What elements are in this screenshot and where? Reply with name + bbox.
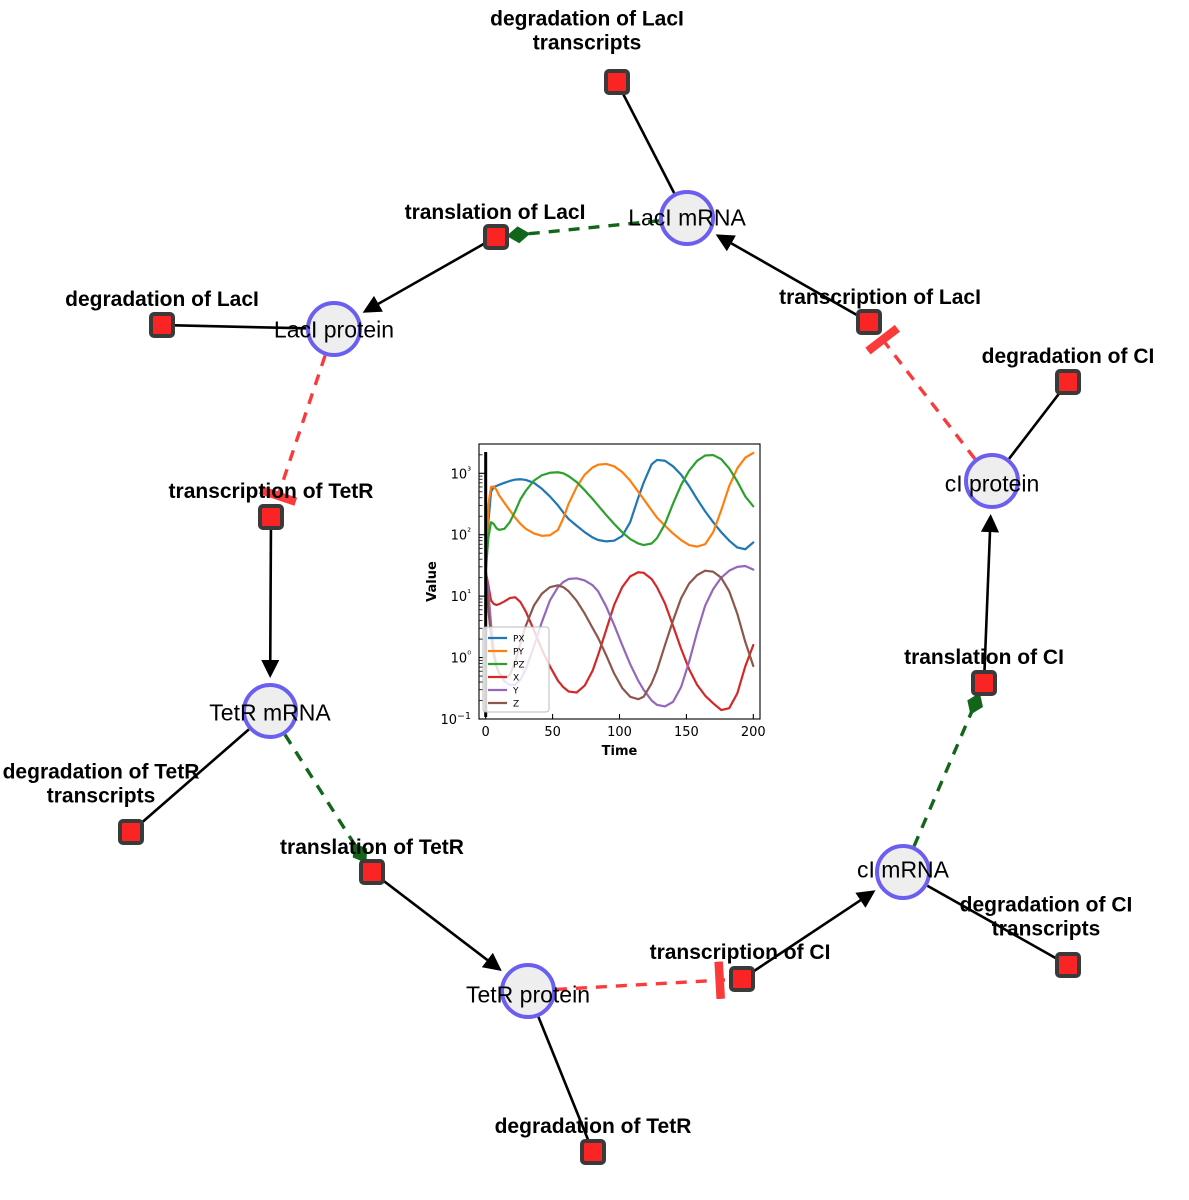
label-line: transcription of TetR xyxy=(168,480,374,504)
reaction-node-deg_ci_tx[interactable] xyxy=(1055,952,1081,978)
series-line-X xyxy=(484,570,755,712)
label-line: degradation of LacI xyxy=(65,288,259,312)
y-tick-label: 10¹ xyxy=(451,588,472,605)
species-node-tetr_mrna[interactable] xyxy=(242,683,298,739)
reaction-label-tx_tetr: transcription of TetR xyxy=(169,480,374,504)
x-tick-label: 200 xyxy=(741,725,766,740)
species-label-laci_protein: LacI protein xyxy=(273,316,395,343)
species-node-laci_mrna[interactable] xyxy=(659,190,715,246)
reaction-node-deg_laci_tx[interactable] xyxy=(604,69,630,95)
edge-inhibition xyxy=(259,355,327,506)
reaction-label-deg_laci: degradation of LacI xyxy=(65,288,259,312)
legend-label-Z: Z xyxy=(513,700,519,710)
label-line: transcripts xyxy=(991,917,1101,940)
legend-label-PZ: PZ xyxy=(513,661,525,671)
reaction-node-tx_laci[interactable] xyxy=(856,309,882,335)
label-line: degradation of CI xyxy=(981,345,1155,369)
species-label-laci_mrna: LacI mRNA xyxy=(628,204,746,231)
species-label-ci_protein: cI protein xyxy=(944,470,1040,497)
label-line: transcription of LacI xyxy=(779,286,981,310)
x-tick-label: 50 xyxy=(544,725,561,740)
reaction-node-tx_tetr[interactable] xyxy=(258,504,284,530)
legend-label-PX: PX xyxy=(513,635,525,645)
plot-frame xyxy=(478,443,761,720)
species-node-ci_protein[interactable] xyxy=(964,453,1020,509)
reaction-label-deg_ci: degradation of CI xyxy=(982,345,1155,369)
edge-substrate xyxy=(1008,390,1062,460)
y-tick-label: 10² xyxy=(451,527,472,544)
label-line: degradation of CI xyxy=(959,893,1133,917)
y-tick-label: 10⁰ xyxy=(451,650,472,667)
edge-substrate xyxy=(751,890,876,974)
legend-label-Y: Y xyxy=(512,687,519,697)
x-tick-label: 100 xyxy=(607,725,632,740)
reaction-label-tx_laci: transcription of LacI xyxy=(779,286,981,310)
label-line: degradation of TetR xyxy=(494,1115,692,1139)
edge-activation xyxy=(506,219,660,244)
reaction-node-deg_ci[interactable] xyxy=(1055,369,1081,395)
reaction-node-deg_tetr[interactable] xyxy=(580,1139,606,1165)
node-layer xyxy=(118,69,1081,1165)
edge-inhibition xyxy=(865,324,977,460)
reaction-label-tl_tetr: translation of TetR xyxy=(280,836,464,860)
legend-label-PY: PY xyxy=(513,648,524,658)
edge-activation xyxy=(912,692,983,847)
label-line: transcripts xyxy=(532,31,642,54)
edge-substrate xyxy=(537,1016,590,1142)
reaction-label-deg_laci_tx: degradation of LacI transcripts xyxy=(490,7,684,54)
edge-substrate xyxy=(139,728,250,826)
reaction-node-deg_laci[interactable] xyxy=(149,312,175,338)
species-label-tetr_mrna: TetR mRNA xyxy=(209,699,331,726)
edge-substrate xyxy=(621,92,676,194)
x-tick-label: 150 xyxy=(674,725,699,740)
species-node-tetr_protein[interactable] xyxy=(500,963,556,1019)
y-axis-title: Value xyxy=(425,561,440,602)
reaction-label-tx_ci: transcription of CI xyxy=(650,941,831,965)
species-label-tetr_protein: TetR protein xyxy=(465,981,591,1008)
edge-substrate xyxy=(980,513,1000,672)
species-label-ci_mrna: cI mRNA xyxy=(857,856,949,883)
reaction-node-tl_tetr[interactable] xyxy=(359,859,385,885)
label-line: degradation of TetR xyxy=(2,760,200,784)
species-node-laci_protein[interactable] xyxy=(306,301,362,357)
edge-layer xyxy=(139,92,1062,1142)
edge-inhibition xyxy=(555,961,726,1000)
edge-substrate xyxy=(715,234,860,318)
y-tick-label: 10³ xyxy=(451,465,472,482)
x-tick-label: 0 xyxy=(482,725,490,740)
species-node-ci_mrna[interactable] xyxy=(875,844,931,900)
reaction-label-tl_laci: translation of LacI xyxy=(405,201,586,225)
label-line: degradation of LacI xyxy=(490,7,684,31)
series-line-PX xyxy=(484,458,755,573)
edge-substrate xyxy=(261,528,280,679)
edge-substrate xyxy=(362,241,487,313)
reaction-label-deg_ci_tx: degradation of CI transcripts xyxy=(960,893,1133,940)
label-line: translation of TetR xyxy=(280,836,464,860)
series-line-PY xyxy=(484,451,755,573)
x-axis-title: Time xyxy=(602,744,638,756)
reaction-node-tl_ci[interactable] xyxy=(971,670,997,696)
label-line: transcription of CI xyxy=(649,941,831,965)
edge-substrate xyxy=(173,323,307,330)
reaction-node-tl_laci[interactable] xyxy=(483,224,509,250)
reaction-label-deg_tetr_tx: degradation of TetR transcripts xyxy=(3,760,200,807)
edge-substrate xyxy=(380,878,502,972)
reaction-node-deg_tetr_tx[interactable] xyxy=(118,819,144,845)
reaction-label-deg_tetr: degradation of TetR xyxy=(495,1115,692,1139)
timecourse-inset-chart: 10−1 10⁰ 10¹ 10² 10³ 0 50 100 150 200 PX PY PZ X Y Z Tim… xyxy=(420,434,778,756)
reaction-label-tl_ci: translation of CI xyxy=(904,646,1064,670)
label-line: translation of LacI xyxy=(404,201,586,225)
reaction-node-tx_ci[interactable] xyxy=(729,966,755,992)
legend-label-X: X xyxy=(513,674,519,684)
label-line: translation of CI xyxy=(904,646,1064,670)
series-line-PZ xyxy=(484,453,755,573)
edge-activation xyxy=(283,733,368,864)
edge-substrate xyxy=(926,884,1059,961)
label-line: transcripts xyxy=(46,784,156,807)
